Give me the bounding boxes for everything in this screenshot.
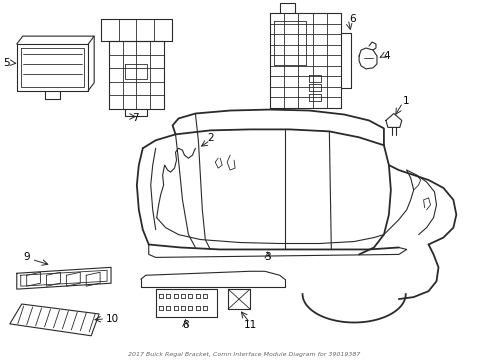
Text: 9: 9	[23, 252, 30, 262]
Text: 7: 7	[132, 113, 139, 123]
Text: 10: 10	[106, 314, 119, 324]
Text: 5: 5	[3, 58, 10, 68]
Text: 3: 3	[264, 252, 270, 262]
Text: 2: 2	[206, 133, 213, 143]
Text: 6: 6	[348, 14, 355, 24]
Text: 4: 4	[383, 51, 390, 61]
Text: 11: 11	[243, 320, 256, 330]
Text: 1: 1	[402, 96, 408, 105]
Text: 8: 8	[182, 320, 188, 330]
Text: 2017 Buick Regal Bracket, Comn Interface Module Diagram for 39019387: 2017 Buick Regal Bracket, Comn Interface…	[127, 352, 360, 357]
